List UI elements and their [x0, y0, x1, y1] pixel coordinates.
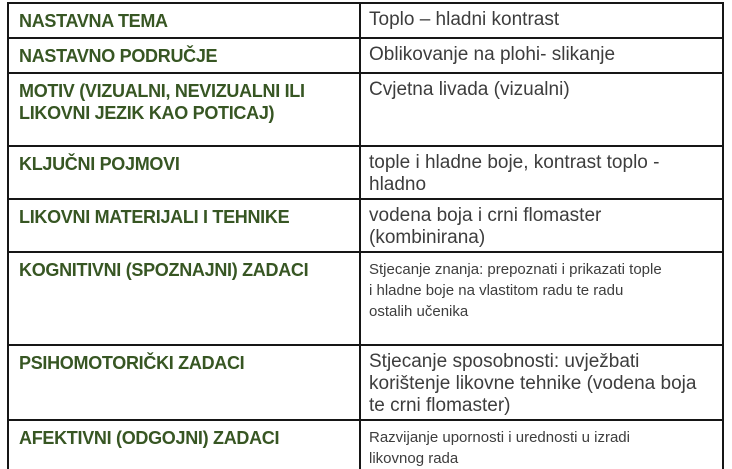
lesson-plan-table: NASTAVNA TEMA Toplo – hladni kontrast NAST…: [7, 2, 724, 469]
row-label: LIKOVNI MATERIJALI I TEHNIKE: [9, 200, 361, 251]
row-value: Oblikovanje na plohi- slikanje: [369, 44, 616, 65]
row-value: Cvjetna livada (vizualni): [369, 79, 570, 100]
row-label: MOTIV (VIZUALNI, NEVIZUALNI ILI LIKOVNI …: [9, 74, 361, 145]
row-label: AFEKTIVNI (ODGOJNI) ZADACI: [9, 421, 361, 469]
row-label: KLJUČNI POJMOVI: [9, 147, 361, 198]
row-value: tople i hladne boje, kontrast toplo - hl…: [369, 152, 660, 195]
row-label: NASTAVNO PODRUČJE: [9, 39, 361, 72]
row-value: Toplo – hladni kontrast: [369, 9, 560, 30]
row-value: Razvijanje upornosti i urednosti u izrad…: [369, 429, 630, 467]
table-row: AFEKTIVNI (ODGOJNI) ZADACI Razvijanje upo…: [9, 421, 722, 469]
table-row: NASTAVNO PODRUČJE Oblikovanje na plohi- s…: [9, 39, 722, 74]
table-row: PSIHOMOTORIČKI ZADACI Stjecanje sposobnos…: [9, 346, 722, 421]
row-label: PSIHOMOTORIČKI ZADACI: [9, 346, 361, 419]
row-label: NASTAVNA TEMA: [9, 4, 361, 37]
row-value: Stjecanje znanja: prepoznati i prikazati…: [369, 261, 662, 320]
row-label: KOGNITIVNI (SPOZNAJNI) ZADACI: [9, 253, 361, 344]
table-row: NASTAVNA TEMA Toplo – hladni kontrast: [9, 4, 722, 39]
table-row: KOGNITIVNI (SPOZNAJNI) ZADACI Stjecanje z…: [9, 253, 722, 346]
row-value: Stjecanje sposobnosti: uvježbati korište…: [369, 351, 697, 416]
row-value: vodena boja i crni flomaster (kombiniran…: [369, 205, 602, 248]
table-row: MOTIV (VIZUALNI, NEVIZUALNI ILI LIKOVNI …: [9, 74, 722, 147]
table-row: LIKOVNI MATERIJALI I TEHNIKE vodena boja …: [9, 200, 722, 253]
table-row: KLJUČNI POJMOVI tople i hladne boje, kont…: [9, 147, 722, 200]
